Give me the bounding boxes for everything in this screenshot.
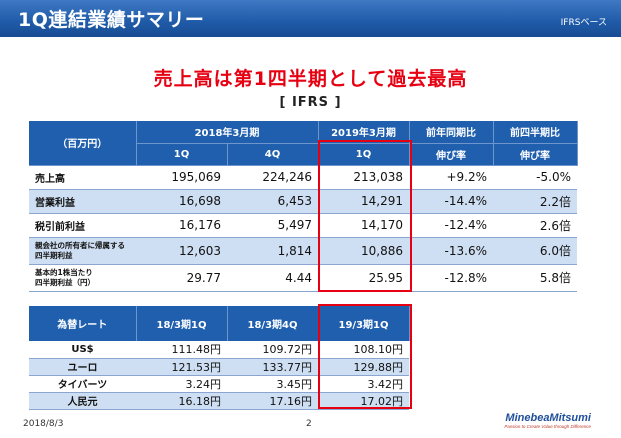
- cell: -12.4%: [409, 213, 493, 238]
- fx-col2-header: 18/3期4Q: [227, 306, 319, 341]
- page-number: 2: [306, 419, 312, 429]
- cell: 10,886: [318, 237, 409, 265]
- row-label-line1: 親会社の所有者に帰属する: [35, 240, 125, 250]
- fx-col3-header: 19/3期1Q: [318, 306, 410, 341]
- currency-label: 人民元: [29, 392, 136, 410]
- fy2019-highlight-box: [318, 140, 412, 292]
- cell: 195,069: [136, 165, 227, 190]
- cell: -5.0%: [493, 165, 577, 190]
- cell: -14.4%: [409, 189, 493, 214]
- cell: 29.77: [136, 264, 227, 292]
- currency-label: ユーロ: [29, 358, 136, 376]
- standard-label: [ IFRS ]: [279, 95, 342, 110]
- row-label: 親会社の所有者に帰属する 四半期利益: [29, 237, 136, 265]
- cell: 108.10円: [318, 341, 409, 359]
- exchange-rate-table: 為替レート 18/3期1Q 18/3期4Q 19/3期1Q US$ 111.48…: [29, 306, 410, 410]
- company-logo: MinebeaMitsumi Passion to Create Value t…: [504, 412, 591, 429]
- yoy-header: 前年同期比: [409, 121, 494, 144]
- cell: 3.45円: [227, 375, 318, 393]
- table-row: 営業利益 16,698 6,453 14,291 -14.4% 2.2倍: [29, 189, 577, 214]
- row-label: 営業利益: [29, 189, 136, 214]
- cell: 5.8倍: [493, 264, 577, 292]
- cell: +9.2%: [409, 165, 493, 190]
- logo-tagline: Passion to Create Value through Differen…: [504, 424, 591, 429]
- fy2019-header: 2019年3月期: [318, 121, 410, 144]
- row-label: 税引前利益: [29, 213, 136, 238]
- cell: 14,170: [318, 213, 409, 238]
- row-label: 基本的1株当たり 四半期利益（円）: [29, 264, 136, 292]
- page-title: 1Q連結業績サマリー: [18, 9, 205, 31]
- fx-header-label: 為替レート: [29, 306, 137, 341]
- cell: 3.42円: [318, 375, 409, 393]
- cell: 224,246: [227, 165, 318, 190]
- table-row: 人民元 16.18円 17.16円 17.02円: [29, 392, 409, 410]
- cell: 14,291: [318, 189, 409, 214]
- cell: 3.24円: [136, 375, 227, 393]
- footer-date: 2018/8/3: [23, 419, 64, 429]
- qoq-header: 前四半期比: [493, 121, 578, 144]
- results-table: （百万円） 2018年3月期 2019年3月期 前年同期比 前四半期比 1Q 4…: [29, 121, 578, 292]
- table-row: 基本的1株当たり 四半期利益（円） 29.77 4.44 25.95 -12.8…: [29, 264, 577, 292]
- cell: 2.2倍: [493, 189, 577, 214]
- cell: -12.8%: [409, 264, 493, 292]
- cell: 5,497: [227, 213, 318, 238]
- cell: 16,698: [136, 189, 227, 214]
- row-label-line2: 四半期利益: [35, 250, 73, 260]
- table-row: US$ 111.48円 109.72円 108.10円: [29, 341, 409, 359]
- cell: 6,453: [227, 189, 318, 214]
- fx-col1-header: 18/3期1Q: [136, 306, 228, 341]
- title-bar: 1Q連結業績サマリー IFRSベース: [0, 0, 621, 37]
- cell: 109.72円: [227, 341, 318, 359]
- fy2018-header: 2018年3月期: [136, 121, 319, 144]
- cell: 25.95: [318, 264, 409, 292]
- cell: 4.44: [227, 264, 318, 292]
- table-row: 税引前利益 16,176 5,497 14,170 -12.4% 2.6倍: [29, 213, 577, 238]
- table-row: 売上高 195,069 224,246 213,038 +9.2% -5.0%: [29, 165, 577, 190]
- cell: 17.16円: [227, 392, 318, 410]
- cell: 129.88円: [318, 358, 409, 376]
- row-label-line2: 四半期利益（円）: [35, 277, 95, 287]
- col-1q-2019-header: 1Q: [318, 143, 410, 166]
- logo-name: MinebeaMitsumi: [505, 412, 591, 424]
- table-row: タイバーツ 3.24円 3.45円 3.42円: [29, 375, 409, 393]
- fx-highlight-box: [318, 304, 412, 409]
- cell: 16.18円: [136, 392, 227, 410]
- cell: 1,814: [227, 237, 318, 265]
- cell: 6.0倍: [493, 237, 577, 265]
- cell: 17.02円: [318, 392, 409, 410]
- yoy-growth-header: 伸び率: [409, 143, 494, 166]
- col-1q-header: 1Q: [136, 143, 228, 166]
- accounting-standard-note: IFRSベース: [560, 18, 607, 28]
- cell: 2.6倍: [493, 213, 577, 238]
- headline: 売上高は第1四半期として過去最高: [153, 68, 468, 90]
- cell: 213,038: [318, 165, 409, 190]
- cell: 12,603: [136, 237, 227, 265]
- table-row: ユーロ 121.53円 133.77円 129.88円: [29, 358, 409, 376]
- qoq-growth-header: 伸び率: [493, 143, 578, 166]
- currency-label: US$: [29, 341, 136, 359]
- col-4q-header: 4Q: [227, 143, 319, 166]
- cell: 16,176: [136, 213, 227, 238]
- currency-label: タイバーツ: [29, 375, 136, 393]
- cell: 133.77円: [227, 358, 318, 376]
- row-label-line1: 基本的1株当たり: [35, 267, 93, 277]
- cell: -13.6%: [409, 237, 493, 265]
- table-row: 親会社の所有者に帰属する 四半期利益 12,603 1,814 10,886 -…: [29, 237, 577, 265]
- unit-header: （百万円）: [29, 121, 137, 166]
- row-label: 売上高: [29, 165, 136, 190]
- cell: 121.53円: [136, 358, 227, 376]
- cell: 111.48円: [136, 341, 227, 359]
